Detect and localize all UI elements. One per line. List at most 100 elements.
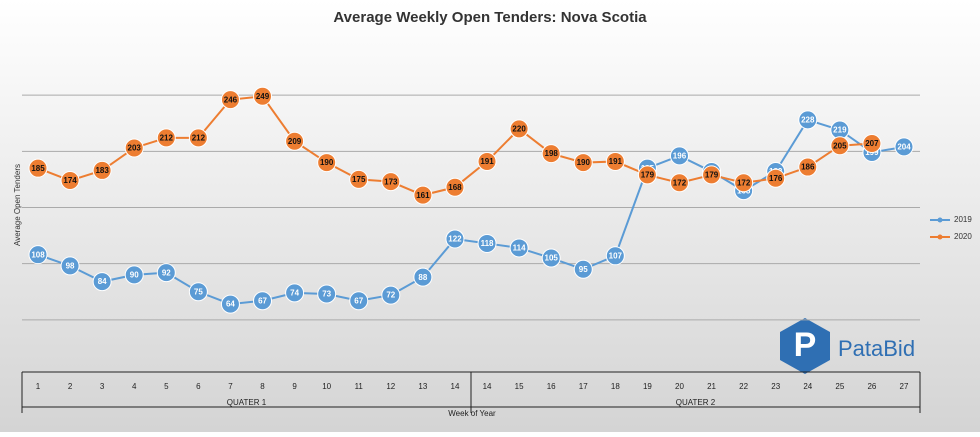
data-label: 73 xyxy=(322,290,331,299)
x-tick-label: 13 xyxy=(418,382,427,391)
x-tick-label: 25 xyxy=(835,382,844,391)
point xyxy=(381,285,401,305)
data-label: 191 xyxy=(609,157,623,166)
data-label: 92 xyxy=(162,268,171,277)
x-tick-label: 24 xyxy=(803,382,812,391)
data-label: 172 xyxy=(737,178,751,187)
x-tick-label: 3 xyxy=(100,382,105,391)
data-label: 190 xyxy=(577,158,591,167)
data-label: 179 xyxy=(641,171,655,180)
data-label: 84 xyxy=(98,277,107,286)
group-label: QUATER 2 xyxy=(676,398,716,407)
point xyxy=(573,153,593,173)
data-label: 212 xyxy=(160,133,174,142)
point xyxy=(862,133,882,153)
data-label: 98 xyxy=(66,262,75,271)
data-label: 107 xyxy=(609,251,623,260)
data-label: 72 xyxy=(386,291,395,300)
point xyxy=(124,138,144,158)
data-label: 196 xyxy=(673,151,687,160)
data-label: 183 xyxy=(95,166,109,175)
point xyxy=(798,110,818,130)
point xyxy=(317,284,337,304)
point xyxy=(445,177,465,197)
x-tick-label: 11 xyxy=(355,382,364,391)
point xyxy=(734,173,754,193)
x-tick-label: 8 xyxy=(260,382,265,391)
logo-hexagon xyxy=(780,318,830,374)
point xyxy=(830,136,850,156)
point xyxy=(413,267,433,287)
data-label: 161 xyxy=(416,191,430,200)
data-label: 212 xyxy=(192,133,206,142)
chart-title: Average Weekly Open Tenders: Nova Scotia xyxy=(333,9,647,26)
point xyxy=(60,256,80,276)
point xyxy=(541,144,561,164)
data-label: 228 xyxy=(801,115,815,124)
data-label: 118 xyxy=(481,239,494,248)
data-label: 220 xyxy=(512,124,526,133)
point xyxy=(92,272,112,292)
data-label: 190 xyxy=(320,158,334,167)
data-label: 176 xyxy=(769,174,783,183)
point xyxy=(28,158,48,178)
data-label: 204 xyxy=(897,142,911,151)
logo: P PataBid xyxy=(780,318,915,374)
point xyxy=(317,153,337,173)
data-label: 64 xyxy=(226,300,235,309)
data-label: 246 xyxy=(224,95,238,104)
x-tick-label: 10 xyxy=(322,382,331,391)
point xyxy=(253,291,273,311)
x-tick-label: 15 xyxy=(515,382,524,391)
data-label: 90 xyxy=(130,271,139,280)
legend-swatch xyxy=(937,217,943,223)
data-label: 198 xyxy=(545,149,559,158)
point xyxy=(798,157,818,177)
point xyxy=(381,172,401,192)
point xyxy=(766,168,786,188)
x-tick-label: 23 xyxy=(771,382,780,391)
data-label: 207 xyxy=(865,139,879,148)
point xyxy=(669,146,689,166)
data-label: 209 xyxy=(288,137,302,146)
point xyxy=(349,291,369,311)
data-label: 173 xyxy=(384,177,398,186)
point xyxy=(413,185,433,205)
data-label: 219 xyxy=(833,126,847,135)
point xyxy=(669,173,689,193)
x-tick-label: 22 xyxy=(739,382,748,391)
data-label: 168 xyxy=(448,183,462,192)
x-tick-label: 12 xyxy=(386,382,395,391)
point xyxy=(188,282,208,302)
data-label: 185 xyxy=(31,164,45,173)
point xyxy=(894,137,914,157)
point xyxy=(477,151,497,171)
logo-text: PataBid xyxy=(838,336,915,361)
point xyxy=(573,259,593,279)
data-label: 67 xyxy=(354,296,363,305)
data-label: 179 xyxy=(705,171,719,180)
data-label: 74 xyxy=(290,288,299,297)
point xyxy=(702,165,722,185)
point xyxy=(156,263,176,283)
x-tick-label: 6 xyxy=(196,382,201,391)
x-tick-label: 21 xyxy=(707,382,716,391)
point xyxy=(349,169,369,189)
group-label: QUATER 1 xyxy=(227,398,267,407)
point xyxy=(637,165,657,185)
x-tick-label: 4 xyxy=(132,382,137,391)
data-label: 175 xyxy=(352,175,366,184)
logo-icon: P xyxy=(794,326,817,364)
point xyxy=(509,238,529,258)
point xyxy=(541,248,561,268)
x-tick-label: 20 xyxy=(675,382,684,391)
point xyxy=(220,90,240,110)
x-tick-label: 27 xyxy=(900,382,909,391)
point xyxy=(220,294,240,314)
x-axis-label: Week of Year xyxy=(448,409,496,418)
data-label: 75 xyxy=(194,287,203,296)
data-label: 95 xyxy=(579,265,588,274)
point xyxy=(60,171,80,191)
